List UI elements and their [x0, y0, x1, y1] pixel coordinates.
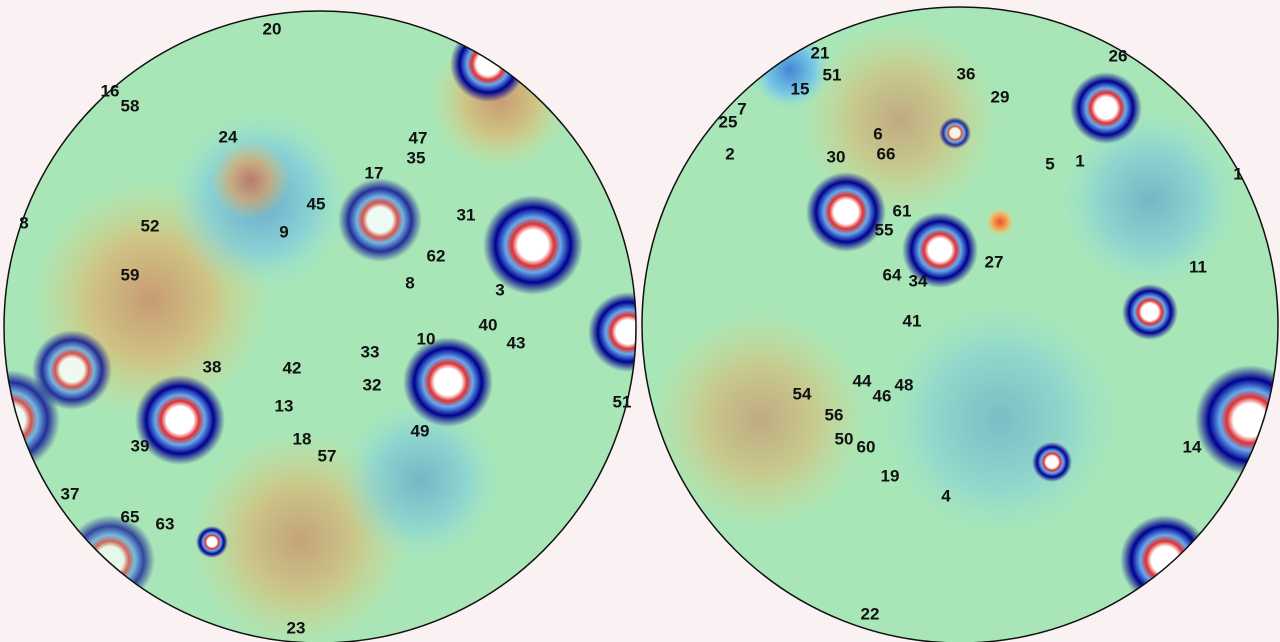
- feature-label: 62: [427, 246, 446, 265]
- feature-label: 20: [263, 19, 282, 38]
- feature-label: 38: [203, 357, 222, 376]
- feature-label: 1: [1075, 151, 1084, 170]
- feature-label: 21: [811, 43, 830, 62]
- feature-label: 18: [293, 429, 312, 448]
- feature-label: 23: [287, 618, 306, 637]
- feature-label: 37: [61, 484, 80, 503]
- feature-label: 43: [507, 333, 526, 352]
- feature-label: 51: [823, 65, 842, 84]
- left-disc-field: [4, 11, 636, 642]
- feature-label: 50: [835, 429, 854, 448]
- feature-label: 29: [991, 87, 1010, 106]
- feature-label: 32: [363, 375, 382, 394]
- feature-label: 58: [121, 96, 140, 115]
- feature-label: 22: [861, 604, 880, 623]
- feature-label: 51: [613, 392, 632, 411]
- feature-label: 54: [793, 384, 812, 403]
- feature-label: 57: [318, 446, 337, 465]
- feature-label: 19: [881, 466, 900, 485]
- feature-label: 39: [131, 436, 150, 455]
- feature-label: 4: [941, 486, 951, 505]
- feature-label: 55: [875, 220, 894, 239]
- feature-label: 59: [121, 265, 140, 284]
- feature-label: 61: [893, 201, 912, 220]
- feature-label: 46: [873, 386, 892, 405]
- feature-label: 56: [825, 405, 844, 424]
- feature-label: 40: [479, 315, 498, 334]
- feature-label: 25: [719, 112, 738, 131]
- feature-label: 6: [873, 124, 882, 143]
- feature-label: 3: [495, 280, 504, 299]
- feature-label: 5: [1045, 154, 1054, 173]
- feature-label: 11: [1189, 257, 1207, 276]
- feature-label: 9: [279, 222, 288, 241]
- feature-label: 2: [725, 144, 734, 163]
- feature-label: 17: [365, 163, 384, 182]
- feature-label: 64: [883, 265, 902, 284]
- feature-label: 16: [101, 81, 120, 100]
- feature-label: 41: [903, 311, 922, 330]
- feature-label: 13: [275, 396, 294, 415]
- feature-label: 48: [895, 375, 914, 394]
- feature-label: 66: [877, 144, 896, 163]
- feature-label: 30: [827, 147, 846, 166]
- feature-label: 49: [411, 421, 430, 440]
- feature-label: 24: [219, 127, 238, 146]
- left-disc-outline: [3, 10, 637, 642]
- feature-label: 36: [957, 64, 976, 83]
- feature-label: 8: [405, 273, 414, 292]
- feature-label: 47: [409, 128, 428, 147]
- feature-label: 44: [853, 371, 872, 390]
- feature-label: 34: [909, 271, 928, 290]
- feature-label: 26: [1109, 46, 1128, 65]
- feature-label: 8: [19, 213, 28, 232]
- feature-label: 33: [361, 342, 380, 361]
- feature-label: 42: [283, 358, 302, 377]
- right-disc-outline: [641, 6, 1279, 642]
- right-disc-field: [642, 7, 1278, 642]
- feature-label: 14: [1183, 437, 1202, 456]
- feature-label: 1: [1233, 164, 1242, 183]
- feature-label: 60: [857, 437, 876, 456]
- feature-label: 65: [121, 507, 140, 526]
- feature-label: 45: [307, 194, 326, 213]
- feature-label: 10: [417, 329, 436, 348]
- feature-label: 15: [791, 79, 810, 98]
- feature-label: 35: [407, 148, 426, 167]
- feature-label: 52: [141, 216, 160, 235]
- feature-label: 63: [156, 514, 175, 533]
- feature-label: 7: [737, 99, 746, 118]
- feature-label: 27: [985, 252, 1004, 271]
- feature-label: 31: [457, 205, 476, 224]
